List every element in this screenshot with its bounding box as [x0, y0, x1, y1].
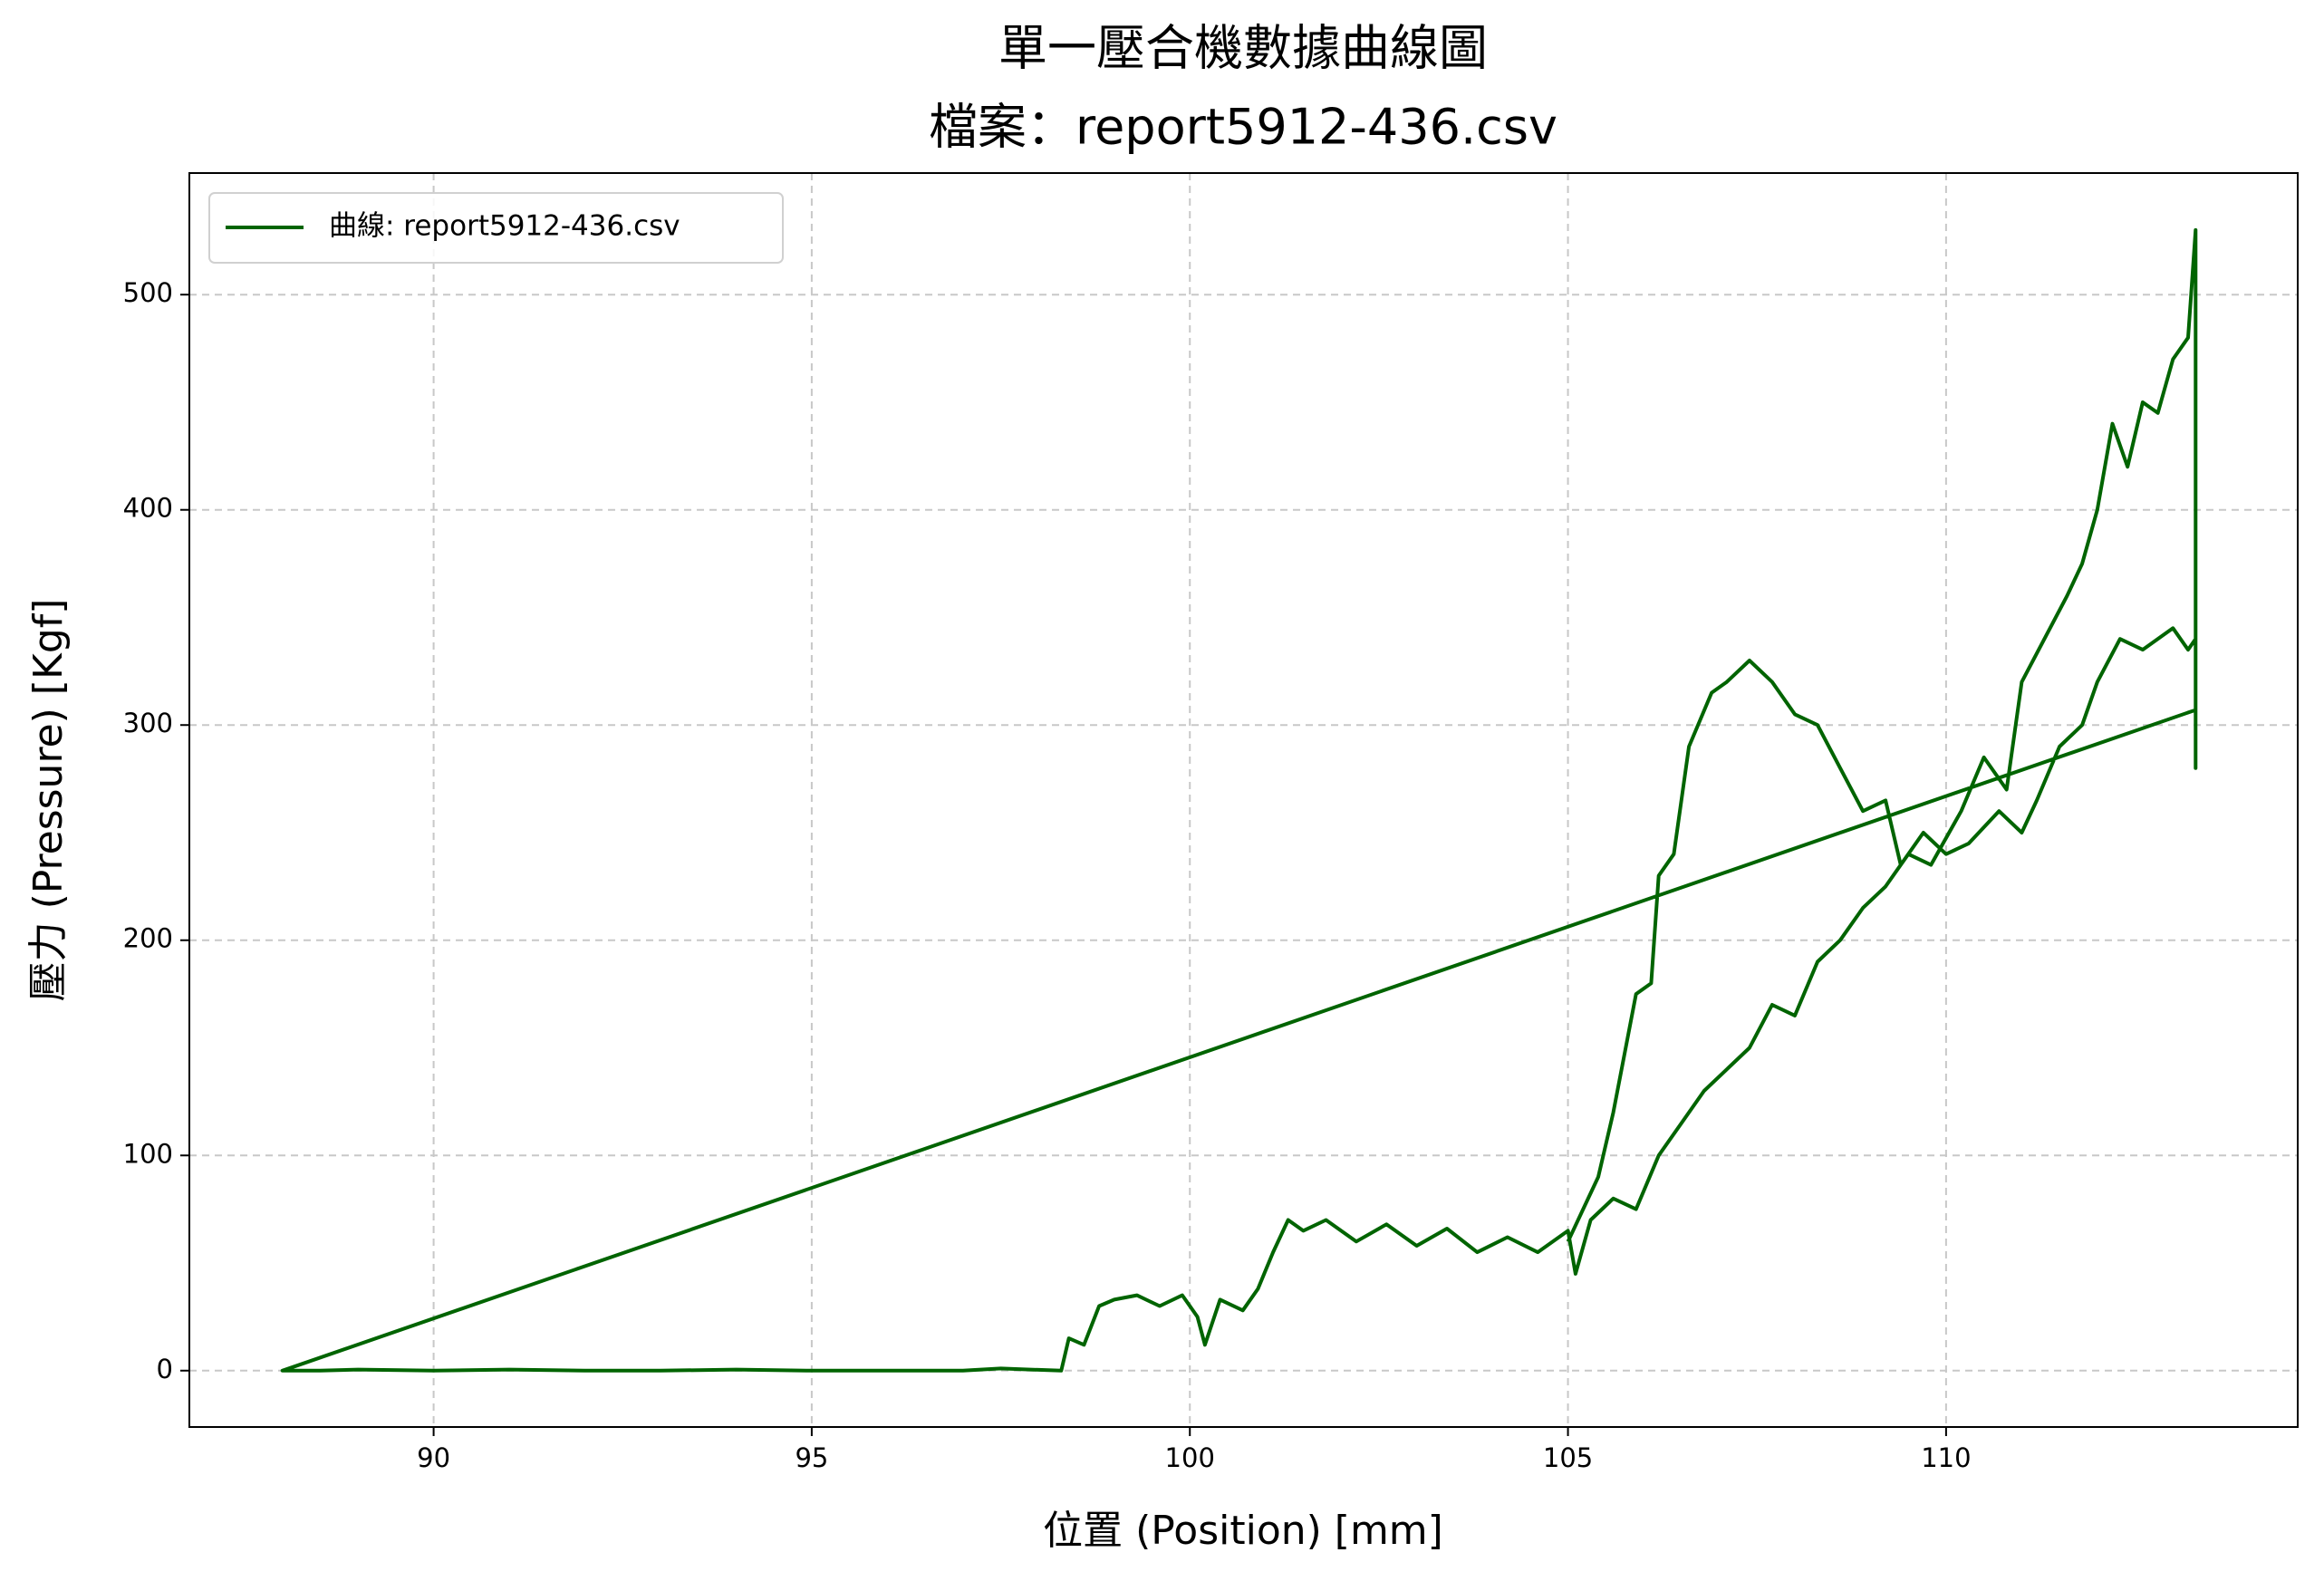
y-tick-label: 0 [157, 1354, 173, 1384]
x-tick-label: 100 [1165, 1442, 1215, 1473]
x-tick-label: 90 [417, 1442, 450, 1473]
x-tick-label: 110 [1921, 1442, 1971, 1473]
y-tick-label: 400 [123, 493, 173, 524]
y-tick-label: 100 [123, 1138, 173, 1169]
x-tick-label: 95 [795, 1442, 828, 1473]
data-line [280, 227, 2198, 1373]
y-tick-label: 500 [123, 277, 173, 308]
y-tick-label: 300 [123, 708, 173, 738]
legend-box [208, 192, 784, 264]
x-axis-label: 位置 (Position) [mm] [1043, 1508, 1443, 1554]
chart-title: 單一壓合機數據曲線圖 [998, 20, 1488, 77]
plot-frame [188, 172, 2299, 1428]
x-tick-label: 105 [1543, 1442, 1593, 1473]
legend-label: 曲線: report5912-436.csv [329, 210, 680, 243]
y-axis-label: 壓力 (Pressure) [Kgf] [25, 599, 72, 1002]
y-tick-label: 200 [123, 923, 173, 954]
chart-subtitle: 檔案：report5912-436.csv [929, 99, 1557, 156]
